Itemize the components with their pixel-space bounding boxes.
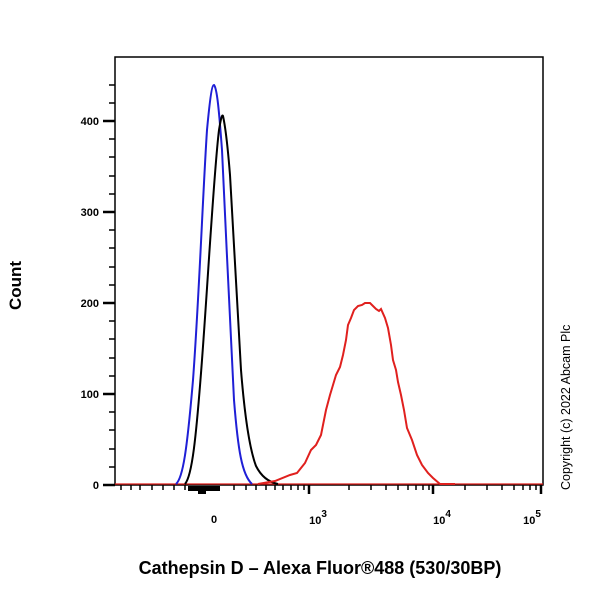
series-red-curve [257,302,455,485]
svg-text:200: 200 [81,298,99,310]
svg-text:103: 103 [309,509,327,527]
x-tick-labels: 0 103 104 105 [211,509,541,527]
series-blue-curve [175,83,253,485]
svg-text:100: 100 [81,389,99,401]
svg-text:300: 300 [81,207,99,219]
y-axis-label: Count [6,260,25,310]
series-black-curve [184,114,279,485]
plot-frame [114,56,544,486]
svg-text:0: 0 [211,514,217,526]
svg-text:0: 0 [93,480,99,492]
x-axis-label: Cathepsin D – Alexa Fluor®488 (530/30BP) [138,558,502,578]
copyright-notice: Copyright (c) 2022 Abcam Plc [559,324,573,490]
svg-text:105: 105 [523,509,541,527]
x-axis [120,485,543,494]
svg-text:400: 400 [81,116,99,128]
y-axis: 0 100 200 300 400 [81,84,115,492]
svg-text:104: 104 [433,509,451,527]
